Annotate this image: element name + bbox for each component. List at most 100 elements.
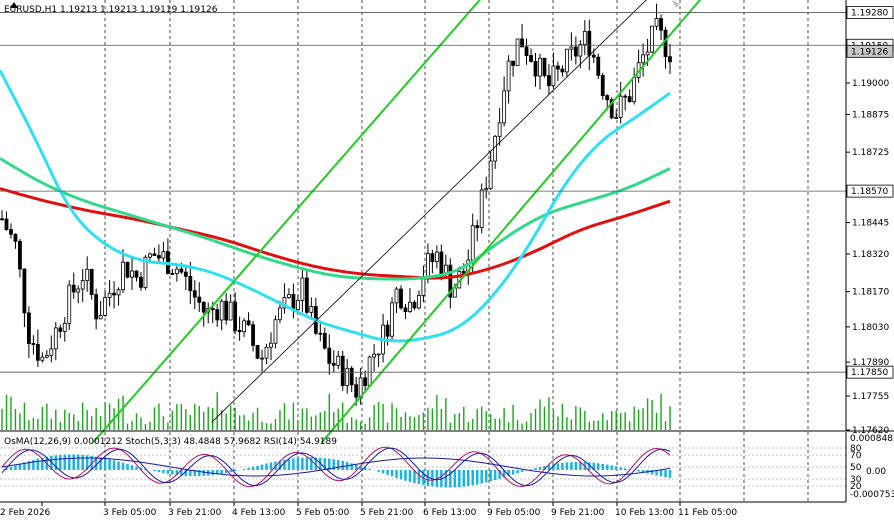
time-label: 2 Feb 2026 (0, 508, 51, 518)
candle-body (340, 355, 345, 387)
candle-body (327, 347, 332, 364)
collapse-triangle-icon[interactable] (10, 2, 18, 8)
candle-body (246, 320, 251, 326)
indicator-axis-label: 20 (850, 482, 862, 492)
price-panel[interactable]: EURUSD,H1 1.19213 1.19213 1.19119 1.1912… (0, 0, 846, 444)
candle-body (349, 367, 354, 386)
channel-line (92, 0, 482, 444)
candle-body (399, 288, 403, 309)
ema-fast-line (0, 69, 671, 343)
candle-body (367, 356, 372, 387)
candle-body (627, 96, 632, 103)
candle-body (143, 256, 148, 288)
candle-body (264, 346, 269, 359)
indicator-axis-label: 30 (850, 475, 862, 485)
candle-body (461, 271, 466, 274)
candle-body (103, 297, 108, 316)
rsi-line (1, 457, 671, 477)
candle-body (542, 57, 547, 76)
candle-body (412, 301, 417, 309)
candle-body (13, 233, 18, 242)
time-label: 10 Feb 13:00 (615, 508, 674, 518)
candle-body (394, 288, 399, 304)
candle-body (22, 268, 27, 314)
candle-body (183, 271, 188, 277)
candle-body (511, 60, 515, 66)
candle-body (273, 319, 278, 344)
candle-body (502, 90, 507, 124)
price-axis[interactable]: 1.192801.191501.190001.188751.187251.185… (845, 0, 894, 436)
price-badge (846, 44, 894, 58)
candle-body (80, 280, 85, 290)
chart-shift-icon[interactable] (672, 0, 680, 8)
indicator-axis-label: 70 (850, 451, 862, 461)
candle-body (121, 261, 125, 291)
candle-body (372, 353, 377, 358)
candle-body (614, 117, 619, 119)
candle-body (174, 268, 179, 274)
candle-body (282, 297, 287, 309)
time-label: 9 Feb 05:00 (487, 508, 541, 518)
indicator-panel[interactable]: OsMA(12,26,9) 0.0001212 Stoch(5,3,3) 48.… (0, 432, 846, 502)
candle-body (650, 25, 654, 53)
candle-body (26, 312, 31, 344)
candle-body (659, 18, 663, 31)
candle-body (295, 299, 300, 311)
candle-body (278, 307, 282, 321)
candle-body (237, 330, 242, 333)
stoch-main-line (1, 447, 671, 487)
time-label: 6 Feb 13:00 (423, 508, 477, 518)
candle-body (551, 65, 556, 87)
candle-body (291, 294, 296, 311)
candle-body (587, 30, 592, 56)
candle-body (0, 218, 4, 221)
channel-line (320, 0, 702, 444)
candle-body (417, 295, 421, 309)
price-panel-bg (0, 0, 846, 430)
volume-bars (1, 392, 671, 430)
candle-body (331, 362, 336, 366)
candle-body (488, 160, 493, 190)
candle-body (582, 30, 587, 45)
price-badge-label: 1.19280 (851, 9, 888, 19)
candle-body (53, 327, 58, 350)
time-label: 9 Feb 21:00 (551, 508, 605, 518)
price-badge-label: 1.18570 (851, 187, 888, 197)
candle-body (556, 65, 560, 70)
candle-body (623, 95, 628, 98)
candle-body (215, 309, 220, 321)
candle-body (304, 277, 309, 313)
time-axis[interactable]: 2 Feb 2026 3 Feb 05:00 3 Feb 21:00 4 Feb 13… (0, 502, 737, 518)
candle-body (426, 253, 430, 279)
candle-body (44, 354, 49, 358)
candle-body (228, 301, 233, 321)
candle-body (210, 308, 215, 311)
indicator-axis-label: 0.0008485 (850, 434, 894, 444)
candle-body (609, 99, 614, 119)
candle-body (35, 344, 40, 361)
price-badge (846, 365, 894, 379)
price-tick-label: 1.18445 (852, 219, 889, 229)
candle-body (421, 277, 426, 296)
candle-body (439, 251, 444, 275)
candle-body (170, 273, 175, 275)
candle-body (134, 270, 139, 278)
candle-body (4, 218, 9, 230)
candle-body (287, 294, 291, 298)
candle-body (255, 344, 260, 359)
candle-body (390, 302, 394, 337)
moving-averages (0, 69, 671, 343)
candle-body (242, 320, 246, 333)
candle-body (641, 54, 646, 64)
price-badge-label: 1.19126 (851, 47, 888, 57)
price-tick-label: 1.18170 (852, 288, 889, 298)
candle-body (188, 275, 193, 292)
candle-body (89, 268, 94, 296)
candle-body (645, 51, 650, 56)
candle-body (76, 288, 81, 293)
candle-body (430, 253, 435, 262)
candle-body (336, 355, 341, 366)
candle-body (506, 60, 511, 92)
indicator-axis-label: 80 (850, 444, 862, 454)
